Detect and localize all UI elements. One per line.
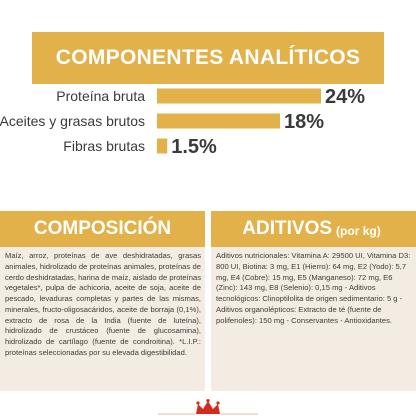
royal-canin-crown-logo	[158, 399, 258, 415]
value-label: 1.5%	[171, 136, 217, 158]
analytics-title: COMPONENTES ANALÍTICOS	[32, 32, 384, 84]
composition-text: Maíz, arroz, proteínas de ave deshidrata…	[0, 247, 205, 391]
additives-header: ADITIVOS (por kg)	[211, 211, 416, 247]
value-label: 18%	[284, 111, 324, 133]
composition-header: COMPOSICIÓN	[0, 211, 205, 247]
additives-title: ADITIVOS	[242, 218, 333, 239]
bar	[157, 138, 168, 154]
analytics-bar-chart: Proteína bruta 24% Aceites y grasas brutos…	[0, 86, 365, 158]
category-label: Fibras brutas	[63, 138, 145, 154]
composition-title: COMPOSICIÓN	[33, 218, 172, 239]
bar	[157, 88, 321, 104]
category-label: Aceites y grasas brutos	[0, 113, 145, 129]
bar	[157, 113, 280, 129]
additives-text: Aditivos nutricionales: Vitamina A: 2950…	[211, 247, 416, 391]
category-label: Proteína bruta	[56, 88, 145, 104]
value-label: 24%	[325, 86, 365, 108]
additives-unit: (por kg)	[336, 224, 381, 238]
